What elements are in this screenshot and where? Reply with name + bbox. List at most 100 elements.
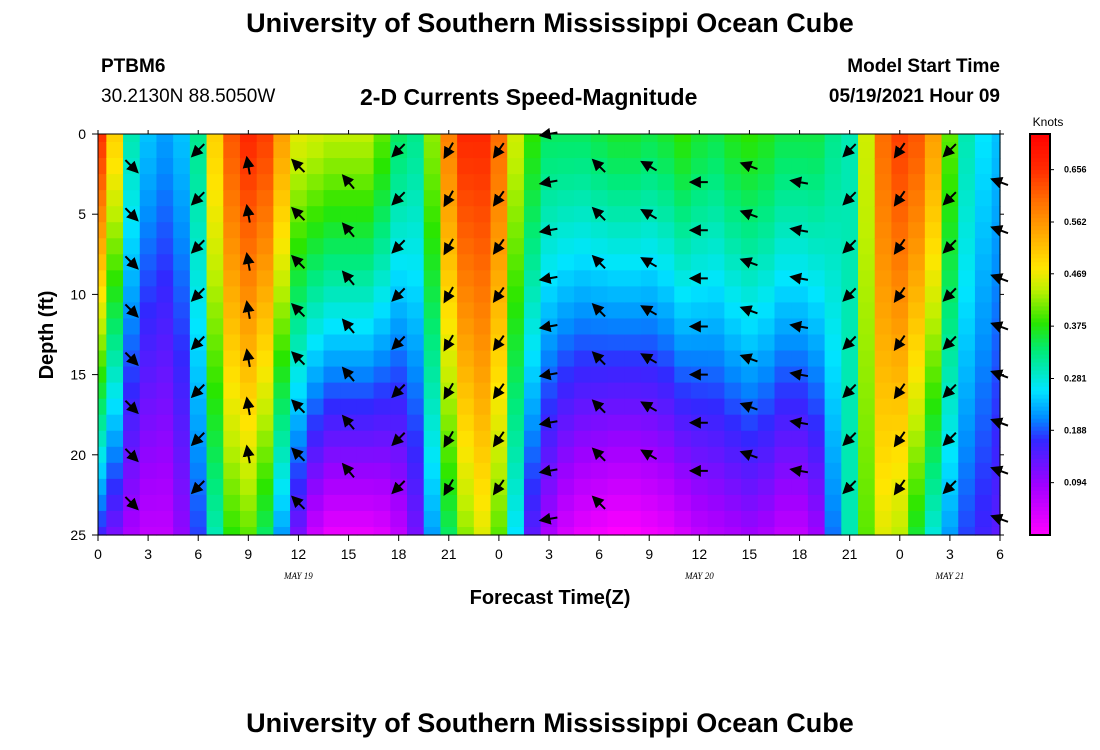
heatmap-cell — [724, 334, 742, 352]
current-vector — [242, 155, 255, 175]
heatmap-cell — [991, 254, 1001, 271]
heatmap-cell — [724, 526, 742, 536]
heatmap-cell — [607, 334, 625, 352]
model-start-label: Model Start Time — [847, 56, 1000, 77]
heatmap-cell — [223, 510, 241, 528]
heatmap-cell — [206, 286, 224, 304]
heatmap-cell — [891, 206, 909, 223]
heatmap-cell — [123, 318, 141, 336]
heatmap-cell — [640, 270, 659, 287]
heatmap-cell — [407, 398, 425, 416]
heatmap-cell — [340, 478, 358, 496]
heatmap-cell — [924, 238, 943, 255]
heatmap-cell — [223, 334, 241, 352]
heatmap-cell — [841, 510, 859, 528]
heatmap-cell — [473, 270, 492, 287]
current-vector — [291, 158, 306, 173]
heatmap-cell — [340, 398, 358, 416]
heatmap-cell — [657, 270, 675, 287]
heatmap-cell — [690, 350, 709, 368]
heatmap-cell — [473, 494, 492, 512]
heatmap-cell — [390, 526, 408, 536]
heatmap-cell — [457, 238, 475, 255]
heatmap-cell — [323, 158, 341, 175]
colorbar-cell — [1030, 494, 1050, 500]
heatmap-cell — [607, 526, 625, 536]
colorbar-cell — [1030, 378, 1050, 384]
heatmap-cell — [523, 526, 542, 536]
heatmap-cell — [757, 478, 776, 496]
heatmap-cell — [473, 430, 492, 448]
heatmap-cell — [924, 446, 943, 464]
heatmap-cell — [273, 134, 291, 143]
heatmap-cell — [523, 382, 542, 400]
heatmap-cell — [340, 206, 358, 223]
heatmap-cell — [624, 158, 642, 175]
heatmap-cell — [523, 350, 542, 368]
heatmap-cell — [841, 526, 859, 536]
heatmap-cell — [490, 462, 508, 480]
heatmap-cell — [791, 134, 809, 143]
heatmap-cell — [106, 134, 124, 143]
heatmap-cell — [858, 414, 876, 432]
heatmap-cell — [156, 446, 174, 464]
heatmap-cell — [206, 302, 224, 320]
current-vector — [443, 479, 455, 496]
heatmap-cell — [306, 366, 325, 384]
heatmap-cell — [139, 334, 158, 352]
current-vector — [492, 190, 505, 207]
heatmap-cell — [98, 510, 107, 528]
colorbar-cell — [1030, 526, 1050, 532]
heatmap-cell — [323, 286, 341, 304]
heatmap-cell — [423, 334, 442, 352]
heatmap-cell — [624, 398, 642, 416]
heatmap-cell — [991, 158, 1001, 175]
current-vector — [893, 238, 906, 255]
heatmap-cell — [139, 158, 158, 175]
heatmap-cell — [306, 414, 325, 432]
heatmap-cell — [707, 254, 725, 271]
heatmap-cell — [690, 286, 709, 304]
colorbar-cell — [1030, 490, 1050, 496]
heatmap-cell — [774, 526, 792, 536]
heatmap-cell — [958, 382, 976, 400]
heatmap-cell — [523, 366, 542, 384]
heatmap-cell — [841, 270, 859, 287]
heatmap-cell — [941, 366, 959, 384]
heatmap-cell — [306, 382, 325, 400]
heatmap-cell — [457, 494, 475, 512]
heatmap-cell — [256, 462, 274, 480]
heatmap-cell — [490, 270, 508, 287]
current-vector — [842, 480, 857, 495]
colorbar-cell — [1030, 202, 1050, 207]
heatmap-cell — [189, 350, 208, 368]
heatmap-cell — [490, 134, 508, 143]
heatmap-cell — [991, 302, 1001, 320]
heatmap-cell — [407, 302, 425, 320]
heatmap-cell — [340, 526, 358, 536]
current-vector — [640, 257, 658, 269]
heatmap-cell — [874, 446, 893, 464]
colorbar-cell — [1030, 398, 1050, 404]
heatmap-cell — [574, 494, 592, 512]
colorbar-cell — [1030, 422, 1050, 428]
heatmap-cell — [674, 398, 692, 416]
colorbar-cell — [1030, 318, 1050, 324]
colorbar-cell — [1030, 462, 1050, 468]
heatmap-cell — [106, 462, 124, 480]
heatmap-cell — [507, 414, 525, 432]
heatmap-cell — [574, 302, 592, 320]
heatmap-cell — [574, 174, 592, 191]
heatmap-cell — [557, 430, 575, 448]
heatmap-cell — [189, 398, 208, 416]
heatmap-cell — [440, 318, 458, 336]
heatmap-cell — [924, 494, 943, 512]
colorbar-cell — [1030, 322, 1050, 328]
heatmap-cell — [139, 398, 158, 416]
current-vector — [341, 414, 355, 430]
heatmap-cell — [908, 398, 926, 416]
current-vector — [893, 383, 906, 400]
heatmap-cell — [724, 366, 742, 384]
heatmap-cell — [624, 302, 642, 320]
heatmap-cell — [624, 478, 642, 496]
